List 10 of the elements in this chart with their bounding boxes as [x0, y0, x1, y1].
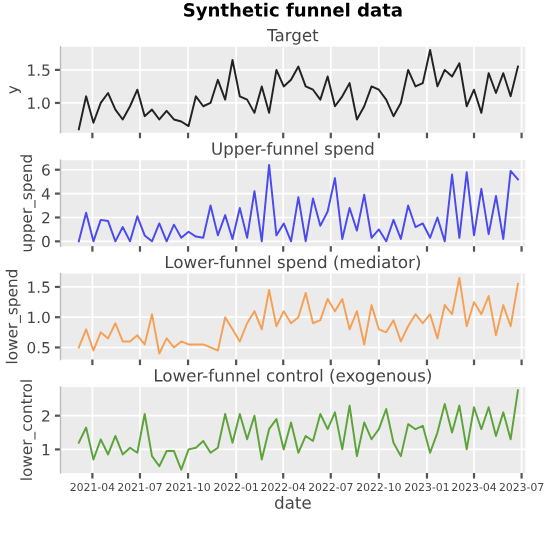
chart-title: Lower-funnel spend (mediator)	[165, 255, 420, 272]
chart-title: Upper-funnel spend	[212, 141, 374, 159]
line-series	[77, 163, 519, 243]
chart-subtitle: Target	[267, 29, 319, 45]
line-series	[77, 276, 519, 355]
x-axis-title: date	[275, 495, 311, 509]
line-series	[77, 49, 519, 131]
chart-title: Synthetic funnel data	[184, 2, 402, 21]
line-series	[77, 389, 519, 471]
chart-title: Lower-funnel control (exogenous)	[155, 368, 431, 385]
